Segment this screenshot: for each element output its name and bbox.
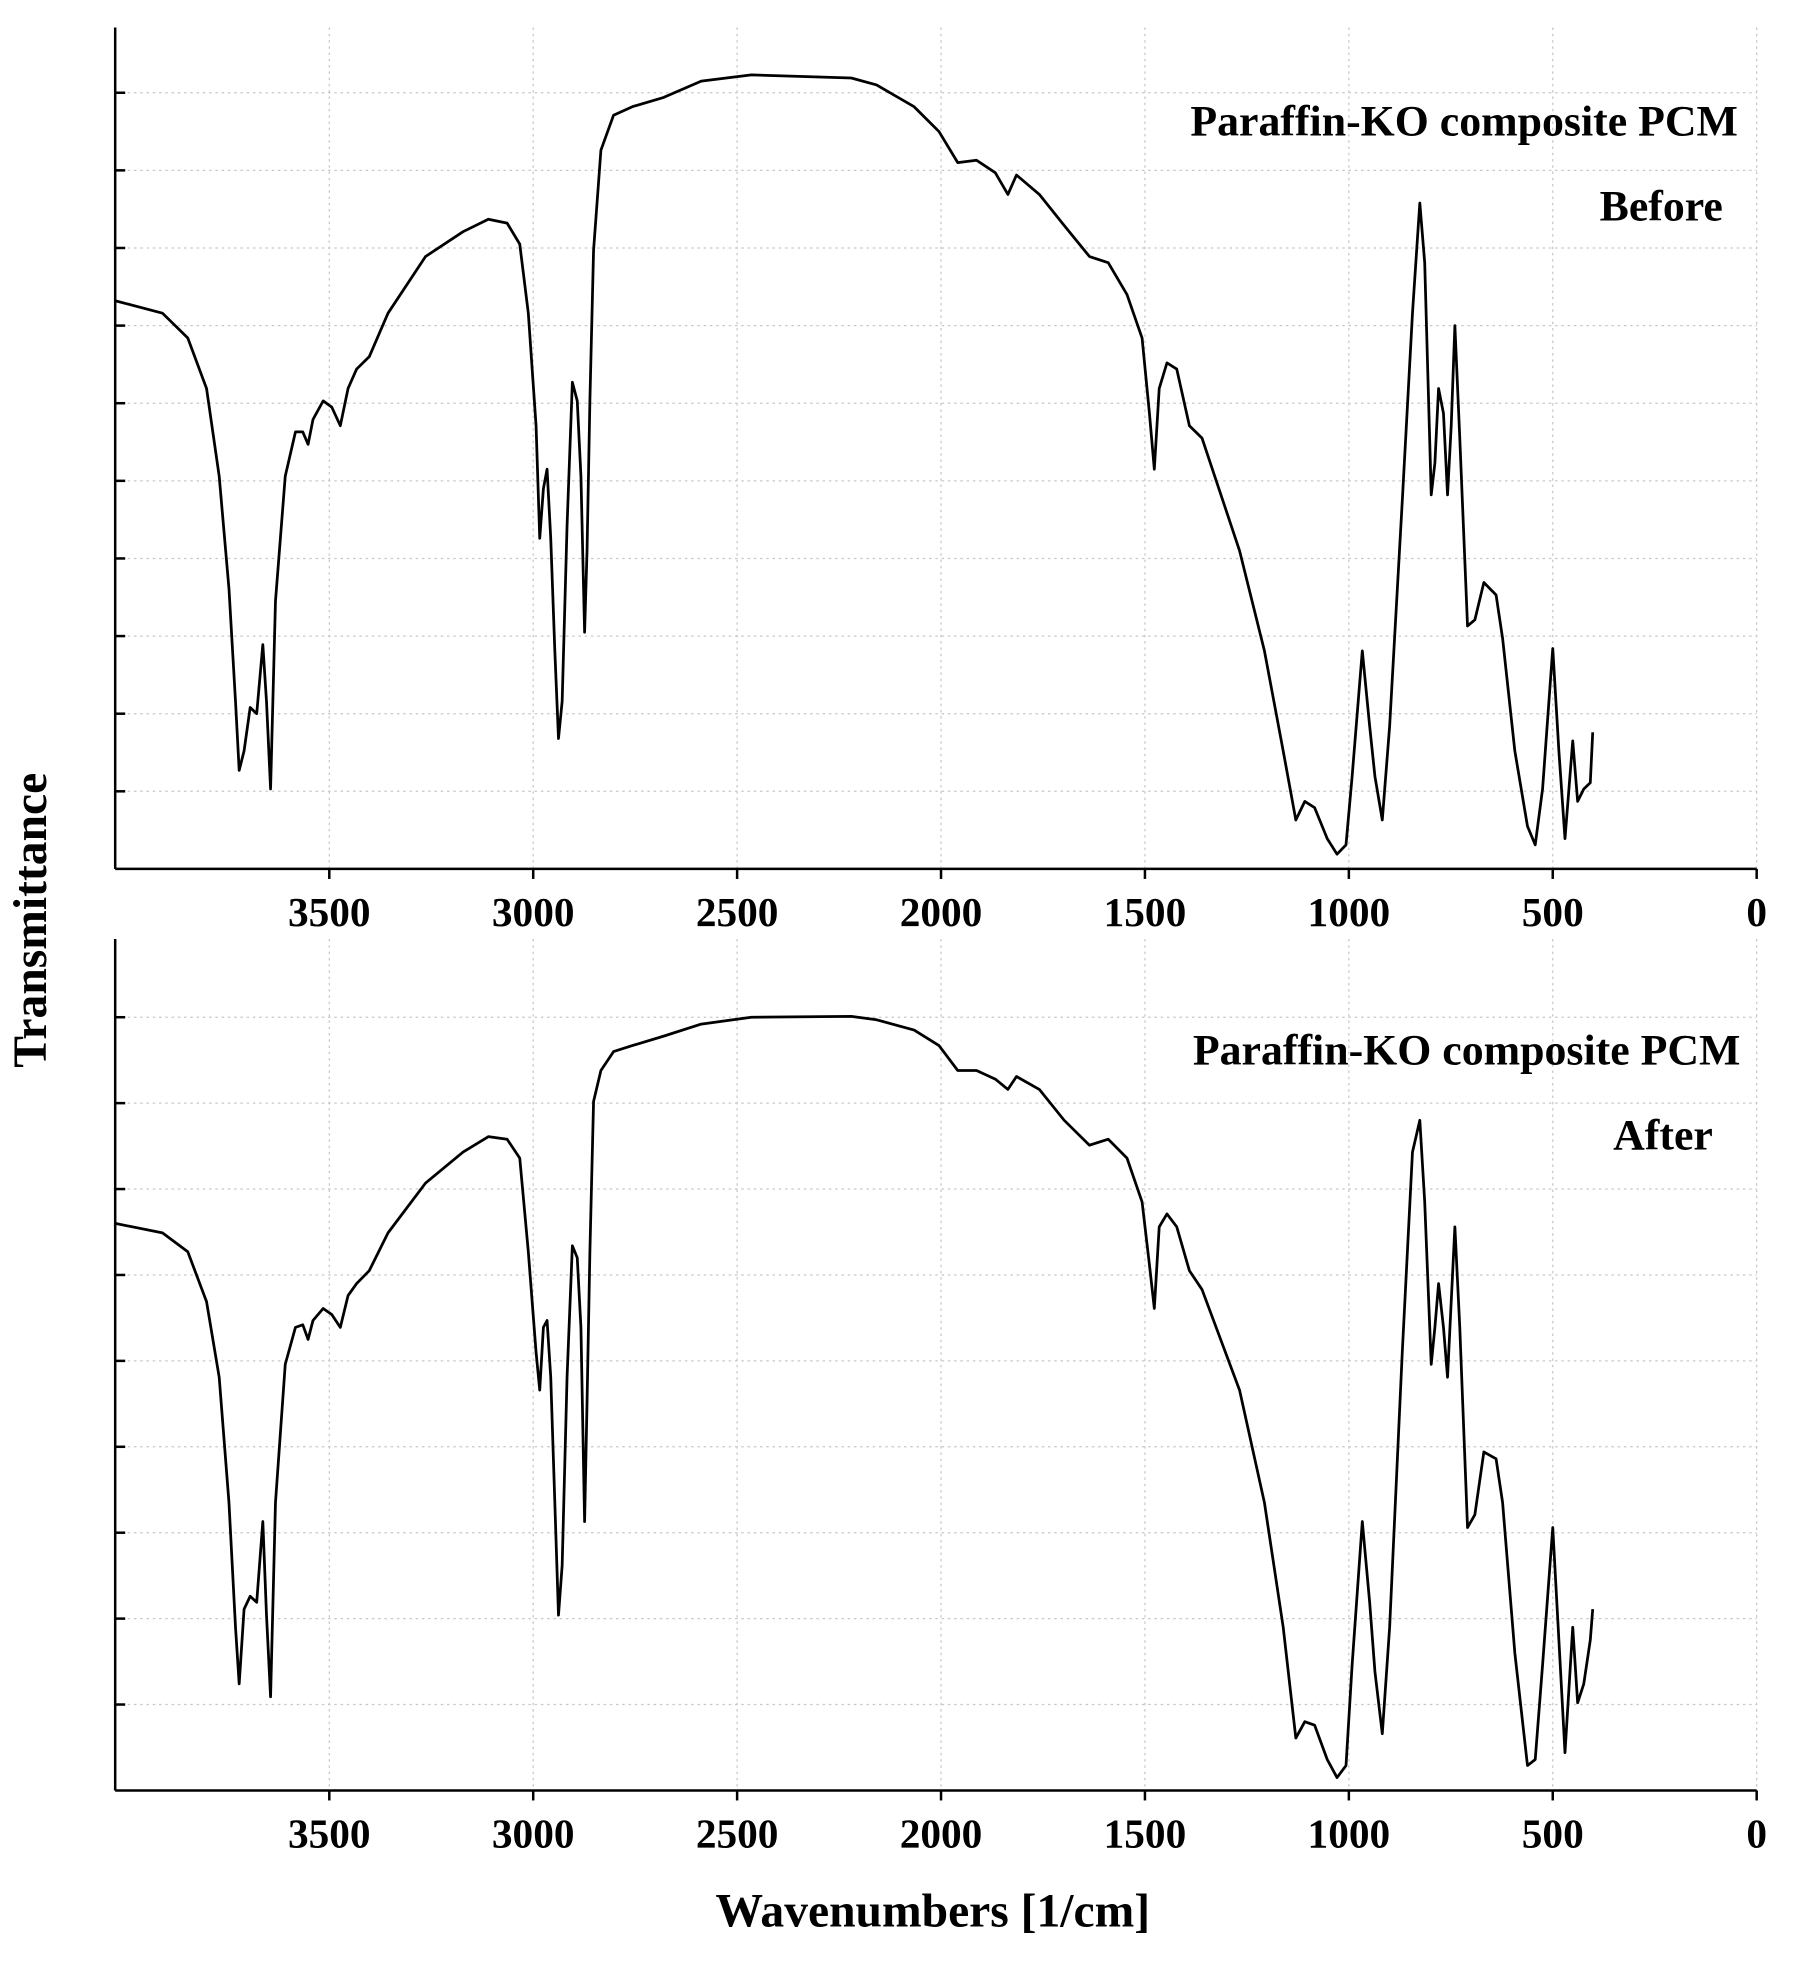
x-tick-label: 2000	[900, 1811, 983, 1857]
x-tick-label: 1500	[1104, 1811, 1187, 1857]
x-tick-label: 2500	[696, 889, 779, 935]
x-tick-label: 1000	[1308, 1811, 1391, 1857]
x-tick-label: 1500	[1104, 889, 1187, 935]
annotation: Paraffin-KO composite PCM	[1190, 97, 1738, 145]
x-tick-label: 3500	[288, 889, 371, 935]
annotation: After	[1613, 1111, 1713, 1159]
x-tick-label: 2500	[696, 1811, 779, 1857]
x-tick-label: 500	[1522, 889, 1584, 935]
y-axis-label: Transmittance	[5, 773, 57, 1068]
x-tick-label: 0	[1746, 1811, 1767, 1857]
annotation: Before	[1600, 182, 1723, 230]
x-axis-label: Wavenumbers [1/cm]	[715, 1886, 1150, 1938]
annotation: Paraffin-KO composite PCM	[1193, 1026, 1741, 1074]
x-tick-label: 2000	[900, 889, 983, 935]
spectrum-line	[114, 73, 1595, 856]
spectrum-line	[114, 1014, 1595, 1779]
x-tick-label: 0	[1746, 889, 1767, 935]
x-tick-label: 3500	[288, 1811, 371, 1857]
x-tick-label: 3000	[492, 889, 575, 935]
x-tick-label: 1000	[1308, 889, 1391, 935]
x-tick-label: 3000	[492, 1811, 575, 1857]
x-tick-label: 500	[1522, 1811, 1584, 1857]
